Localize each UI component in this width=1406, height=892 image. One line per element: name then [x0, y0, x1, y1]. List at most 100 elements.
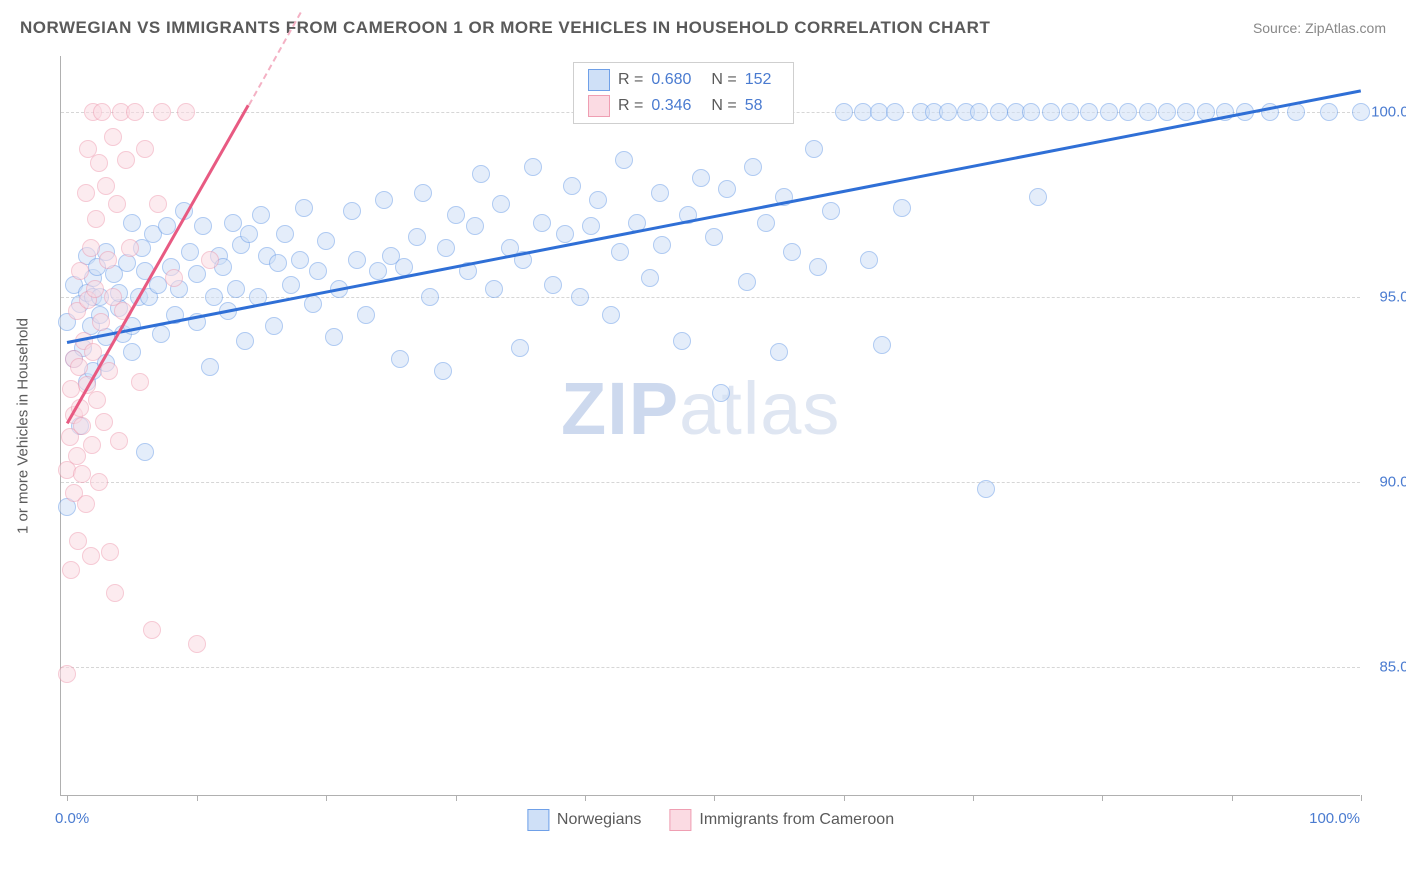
- data-point: [1158, 103, 1176, 121]
- data-point: [472, 165, 490, 183]
- data-point: [485, 280, 503, 298]
- x-min-label: 0.0%: [55, 810, 89, 827]
- data-point: [153, 103, 171, 121]
- data-point: [977, 480, 995, 498]
- legend-row: R = 0.680N = 152: [574, 67, 793, 93]
- y-tick-label: 85.0%: [1367, 658, 1406, 675]
- data-point: [73, 465, 91, 483]
- data-point: [1029, 188, 1047, 206]
- data-point: [673, 332, 691, 350]
- x-tick: [1361, 795, 1362, 801]
- data-point: [123, 214, 141, 232]
- x-tick: [973, 795, 974, 801]
- series-legend: Norwegians Immigrants from Cameroon: [527, 809, 894, 831]
- data-point: [692, 169, 710, 187]
- data-point: [58, 665, 76, 683]
- data-point: [571, 288, 589, 306]
- legend-label: Norwegians: [557, 811, 641, 829]
- data-point: [357, 306, 375, 324]
- x-tick: [197, 795, 198, 801]
- data-point: [1119, 103, 1137, 121]
- data-point: [414, 184, 432, 202]
- data-point: [1022, 103, 1040, 121]
- data-point: [611, 243, 629, 261]
- data-point: [240, 225, 258, 243]
- data-point: [88, 391, 106, 409]
- data-point: [822, 202, 840, 220]
- data-point: [291, 251, 309, 269]
- data-point: [236, 332, 254, 350]
- data-point: [602, 306, 620, 324]
- data-point: [641, 269, 659, 287]
- data-point: [97, 177, 115, 195]
- data-point: [970, 103, 988, 121]
- data-point: [533, 214, 551, 232]
- data-point: [143, 621, 161, 639]
- plot-area: 1 or more Vehicles in Household ZIPatlas…: [60, 56, 1360, 796]
- data-point: [809, 258, 827, 276]
- data-point: [295, 199, 313, 217]
- data-point: [447, 206, 465, 224]
- n-value: 152: [745, 71, 779, 89]
- data-point: [304, 295, 322, 313]
- x-tick: [326, 795, 327, 801]
- data-point: [653, 236, 671, 254]
- r-label: R =: [618, 97, 643, 115]
- x-tick: [456, 795, 457, 801]
- data-point: [282, 276, 300, 294]
- data-point: [437, 239, 455, 257]
- data-point: [563, 177, 581, 195]
- data-point: [309, 262, 327, 280]
- data-point: [205, 288, 223, 306]
- x-tick: [844, 795, 845, 801]
- data-point: [165, 269, 183, 287]
- data-point: [1320, 103, 1338, 121]
- data-point: [343, 202, 361, 220]
- data-point: [391, 350, 409, 368]
- data-point: [615, 151, 633, 169]
- data-point: [1080, 103, 1098, 121]
- data-point: [90, 154, 108, 172]
- data-point: [1139, 103, 1157, 121]
- data-point: [835, 103, 853, 121]
- data-point: [121, 239, 139, 257]
- watermark-atlas: atlas: [679, 367, 840, 450]
- data-point: [276, 225, 294, 243]
- r-value: 0.346: [651, 97, 703, 115]
- legend-row: R = 0.346N = 58: [574, 93, 793, 119]
- data-point: [95, 413, 113, 431]
- legend-item: Norwegians: [527, 809, 641, 831]
- x-tick: [714, 795, 715, 801]
- source-label: Source: ZipAtlas.com: [1253, 20, 1386, 36]
- data-point: [149, 195, 167, 213]
- n-label: N =: [711, 97, 736, 115]
- data-point: [82, 547, 100, 565]
- data-point: [770, 343, 788, 361]
- data-point: [99, 251, 117, 269]
- data-point: [181, 243, 199, 261]
- data-point: [317, 232, 335, 250]
- data-point: [939, 103, 957, 121]
- data-point: [348, 251, 366, 269]
- data-point: [71, 262, 89, 280]
- x-tick: [67, 795, 68, 801]
- data-point: [68, 447, 86, 465]
- legend-swatch: [588, 69, 610, 91]
- data-point: [466, 217, 484, 235]
- data-point: [705, 228, 723, 246]
- legend-swatch: [669, 809, 691, 831]
- data-point: [738, 273, 756, 291]
- data-point: [110, 432, 128, 450]
- data-point: [62, 561, 80, 579]
- data-point: [177, 103, 195, 121]
- data-point: [106, 584, 124, 602]
- data-point: [104, 128, 122, 146]
- data-point: [123, 343, 141, 361]
- chart-title: NORWEGIAN VS IMMIGRANTS FROM CAMEROON 1 …: [20, 18, 990, 38]
- data-point: [990, 103, 1008, 121]
- data-point: [77, 184, 95, 202]
- data-point: [783, 243, 801, 261]
- data-point: [201, 251, 219, 269]
- y-tick-label: 95.0%: [1367, 288, 1406, 305]
- legend-item: Immigrants from Cameroon: [669, 809, 894, 831]
